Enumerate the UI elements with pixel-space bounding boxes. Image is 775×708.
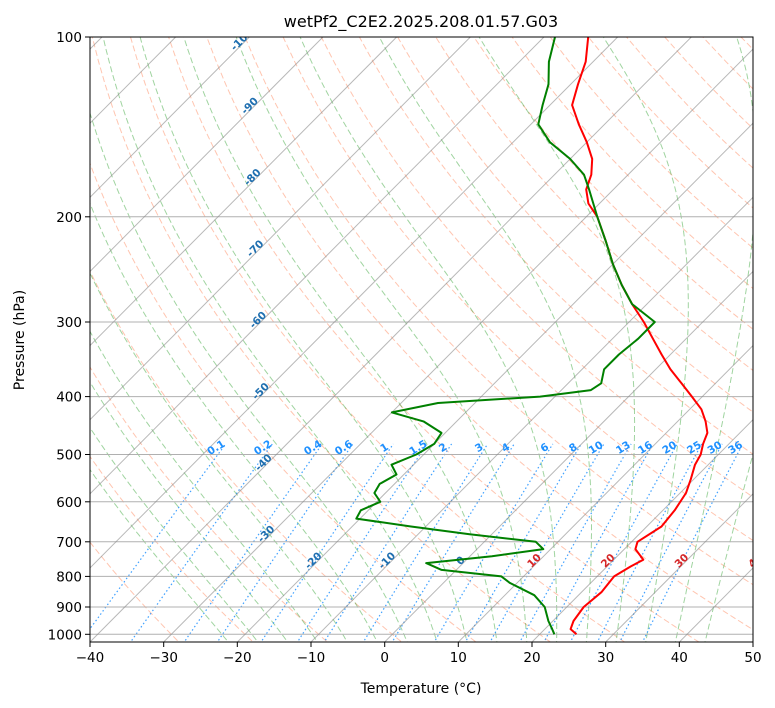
plot-content: 0.1 0.2 0.4 0.6 1 1.5 2 3 4 6 8 10 13 16 20 25 30 36-100-… — [90, 37, 765, 642]
dry-adiabat-line — [244, 37, 753, 586]
isotherm-gridline — [90, 37, 619, 569]
x-tick-label: 40 — [671, 650, 688, 666]
mixing-ratio-line — [433, 443, 554, 642]
y-tick-label: 100 — [56, 30, 82, 46]
moist-adiabat-line — [90, 272, 348, 642]
mixing-ratio-line — [519, 443, 632, 642]
dry-adiabat-line — [130, 37, 626, 642]
moist-adiabats — [90, 37, 753, 642]
dry-adiabat-line — [435, 37, 753, 372]
sounding-series — [355, 37, 709, 636]
mixing-ratio-line — [489, 443, 605, 642]
moist-adiabat-line — [378, 37, 592, 642]
moist-adiabat-line — [90, 111, 408, 642]
mixing-ratio-lines — [90, 443, 744, 642]
isotherm-gridlines — [90, 37, 753, 642]
mixing-ratio-line — [296, 443, 428, 642]
chart-title: wetPf2_C2E2.2025.208.01.57.G03 — [284, 12, 558, 32]
y-tick-label: 400 — [56, 390, 82, 406]
mixing-ratio-line — [362, 443, 489, 642]
x-axis-label: Temperature (°C) — [360, 681, 482, 697]
moist-adiabat-line — [90, 202, 378, 642]
y-tick-label: 600 — [56, 495, 82, 511]
moist-adiabat-line — [90, 426, 259, 642]
mixing-ratio-line — [543, 443, 654, 642]
mixing-ratio-line — [129, 443, 273, 642]
y-tick-label: 200 — [56, 210, 82, 226]
moist-adiabat-line — [674, 37, 753, 642]
dewpoint-profile-line — [355, 37, 656, 635]
x-axis-ticks: −40 −30 −20 −10 0 10 20 30 40 50 — [76, 642, 762, 666]
x-tick-label: 0 — [380, 650, 389, 666]
x-tick-label: −20 — [223, 650, 252, 666]
y-tick-label: 1000 — [48, 627, 82, 643]
moist-adiabat-line — [478, 37, 636, 642]
x-tick-label: 20 — [523, 650, 540, 666]
y-tick-label: 300 — [56, 315, 82, 331]
dry-adiabat-line — [206, 37, 753, 631]
x-tick-label: −40 — [76, 650, 105, 666]
mixing-ratio-line — [323, 443, 453, 642]
x-tick-label: −30 — [149, 650, 178, 666]
moist-adiabat-line — [235, 37, 528, 642]
pressure-gridlines — [90, 37, 753, 635]
mixing-ratio-line — [464, 443, 582, 642]
plot-area — [90, 37, 753, 642]
isotherm-gridline — [90, 37, 177, 124]
isotherm-label: 40 — [746, 552, 765, 571]
isotherm-gridline — [90, 37, 251, 199]
isotherm-gridline — [90, 37, 693, 642]
isotherm-gridline — [162, 48, 753, 642]
moist-adiabat-line — [299, 37, 558, 642]
y-tick-label: 700 — [56, 535, 82, 551]
isotherm-gridline — [604, 493, 753, 642]
x-tick-label: 30 — [597, 650, 614, 666]
dry-adiabat-line — [91, 37, 552, 642]
isotherm-gridline — [90, 37, 545, 495]
moist-adiabat-line — [602, 37, 689, 642]
mixing-ratio-line — [216, 443, 354, 642]
x-tick-label: 50 — [744, 650, 761, 666]
mixing-ratio-line — [596, 443, 703, 642]
temperature-profile-line — [569, 37, 709, 636]
y-tick-label: 800 — [56, 569, 82, 585]
dry-adiabat-line — [90, 541, 180, 642]
y-tick-label: 500 — [56, 448, 82, 464]
mixing-ratio-line — [569, 443, 678, 642]
plot-frame — [89, 36, 754, 643]
moist-adiabat-line — [90, 468, 229, 642]
dry-adiabat-line — [90, 366, 329, 642]
isotherm-gridline — [90, 37, 324, 273]
isotherm-gridline — [236, 122, 753, 642]
isotherm-gridline — [383, 270, 753, 642]
isotherm-gridline — [310, 196, 753, 642]
y-tick-label: 900 — [56, 600, 82, 616]
y-axis-ticks: 100 200 300 400 500 600 700 800 900 1000 — [48, 30, 90, 643]
moist-adiabat-line — [139, 37, 468, 642]
moist-adiabat-line — [183, 37, 498, 642]
isotherm-gridline — [90, 37, 398, 347]
isotherm-gridline — [457, 344, 753, 642]
dry-adiabat-line — [511, 37, 753, 290]
mixing-ratio-line — [260, 443, 394, 642]
dry-adiabat-line — [90, 162, 477, 642]
dry-adiabat-line — [90, 455, 254, 642]
dry-adiabat-line — [397, 37, 753, 413]
x-tick-label: 10 — [450, 650, 467, 666]
isotherm-gridline — [90, 37, 472, 421]
dry-adiabat-line — [358, 37, 753, 455]
moist-adiabat-line — [102, 37, 438, 642]
x-tick-label: −10 — [297, 650, 326, 666]
isotherm-gridline — [531, 418, 753, 642]
y-axis-label: Pressure (hPa) — [12, 290, 28, 390]
